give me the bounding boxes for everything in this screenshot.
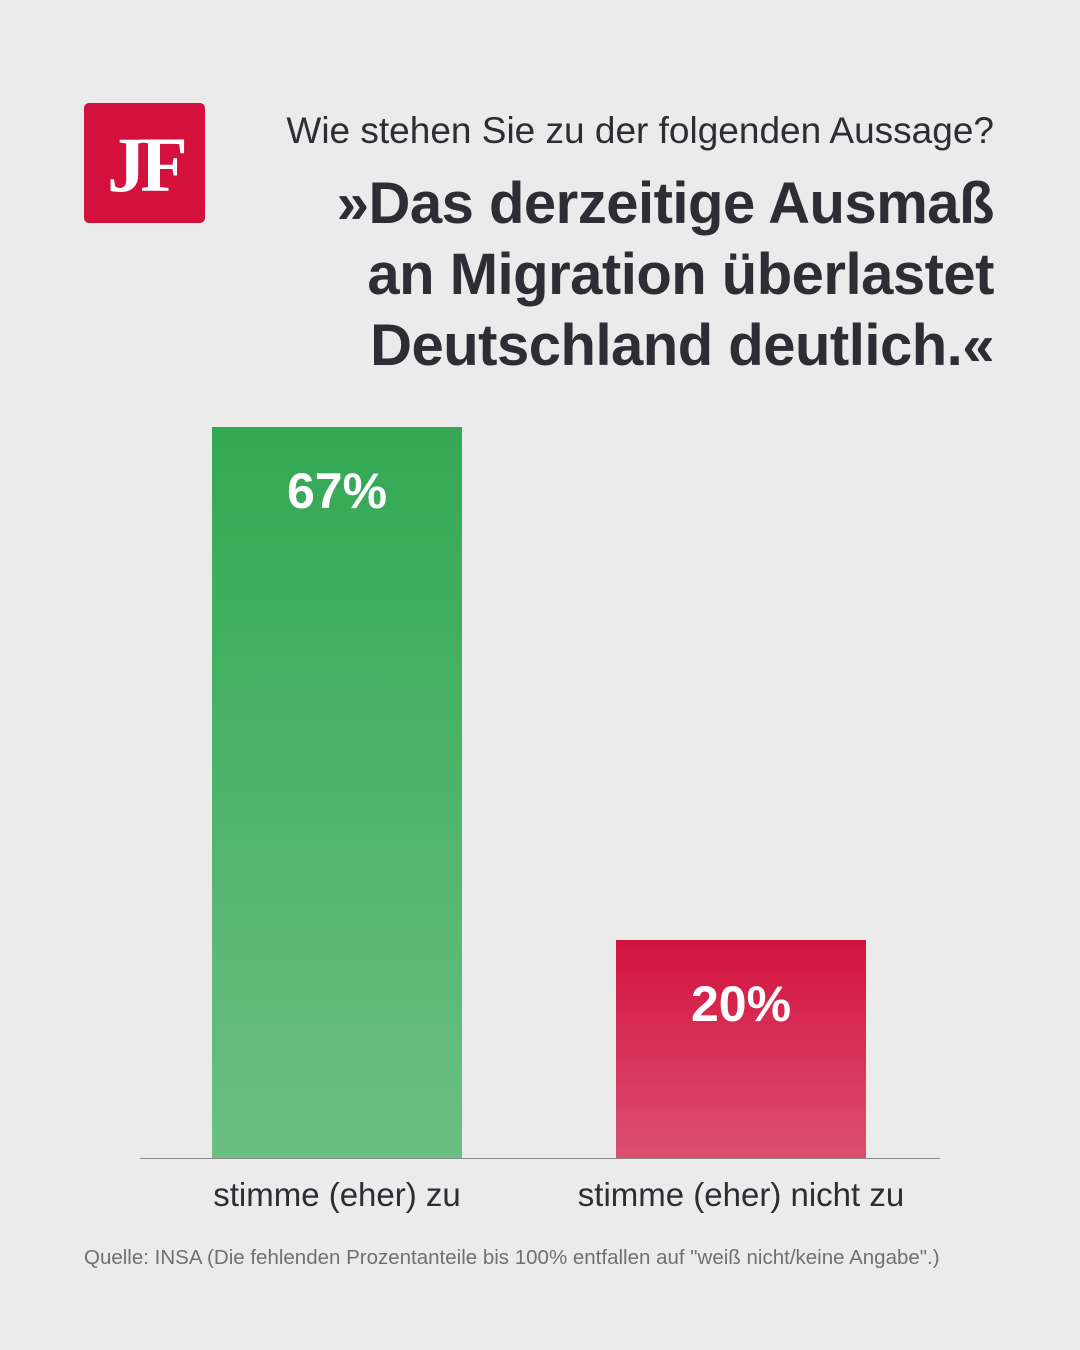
logo-text: JF (107, 121, 188, 208)
bar (212, 427, 462, 1158)
data-label: 67% (286, 463, 388, 520)
x-axis-line (140, 1158, 940, 1159)
statement: »Das derzeitige Ausmaß an Migration über… (336, 168, 995, 381)
statement-line: Deutschland deutlich.« (370, 313, 994, 378)
jf-logo: JF (84, 103, 205, 223)
statement-line: an Migration überlastet (367, 242, 994, 307)
source-note: Quelle: INSA (Die fehlenden Prozentantei… (84, 1246, 940, 1269)
bar (616, 939, 866, 1158)
statement-line: »Das derzeitige Ausmaß (336, 171, 995, 236)
category-label: stimme (eher) zu (213, 1176, 461, 1213)
question: Wie stehen Sie zu der folgenden Aussage? (286, 110, 994, 151)
data-label: 20% (690, 975, 792, 1032)
category-label: stimme (eher) nicht zu (577, 1176, 905, 1213)
